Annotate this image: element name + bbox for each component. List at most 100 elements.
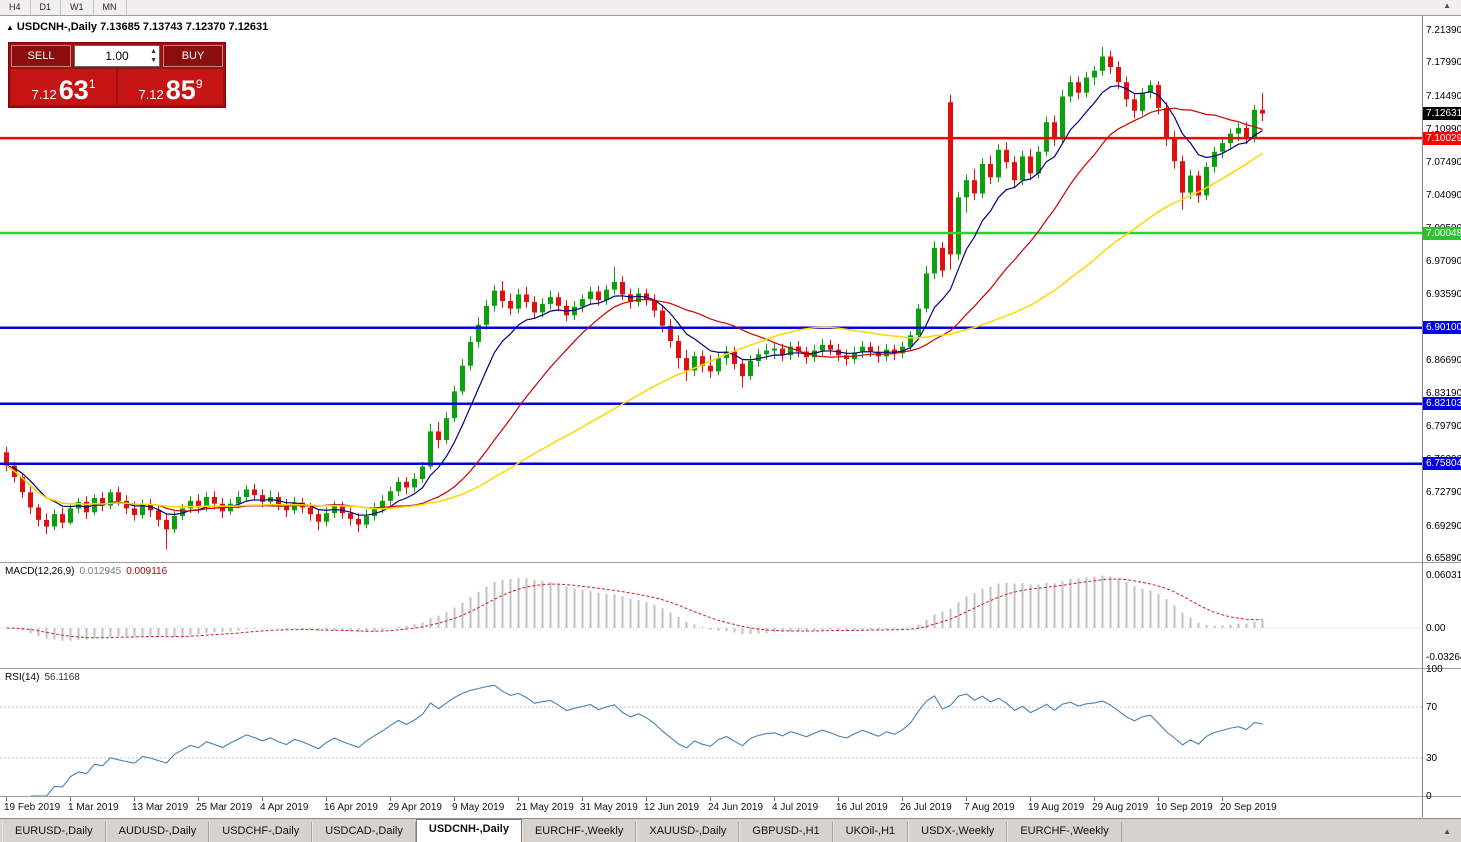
price-tick-label: 7.10990 bbox=[1426, 124, 1461, 135]
rsi-axis-label: 70 bbox=[1426, 702, 1438, 713]
macd-axis-label: 0.060317 bbox=[1426, 570, 1461, 581]
timeframe-h4-button[interactable]: H4 bbox=[0, 0, 31, 15]
hline-price-badge: 6.90100 bbox=[1423, 321, 1461, 334]
date-label: 25 Mar 2019 bbox=[196, 802, 253, 813]
buy-price-pip: 9 bbox=[195, 77, 203, 91]
time-tick bbox=[1094, 797, 1095, 801]
time-tick bbox=[838, 797, 839, 801]
chart-tab-xauusd-daily[interactable]: XAUUSD-,Daily bbox=[636, 822, 740, 842]
volume-down-icon[interactable]: ▼ bbox=[150, 57, 157, 64]
timeframe-w1-button[interactable]: W1 bbox=[61, 0, 94, 15]
timeframe-mn-button[interactable]: MN bbox=[94, 0, 127, 15]
rsi-axis-label: 0 bbox=[1426, 791, 1432, 802]
chart-tab-gbpusd-h1[interactable]: GBPUSD-,H1 bbox=[739, 822, 833, 842]
chart-header: ▲ USDCNH-,Daily 7.13685 7.13743 7.12370 7… bbox=[6, 21, 268, 33]
time-axis[interactable]: 19 Feb 2019 1 Mar 2019 13 Mar 2019 25 Mar 2… bbox=[0, 797, 1422, 817]
toolbar-up-arrow-icon[interactable]: ▲ bbox=[1443, 1, 1451, 10]
volume-up-icon[interactable]: ▲ bbox=[150, 48, 157, 55]
time-tick bbox=[198, 797, 199, 801]
price-tick-label: 7.04090 bbox=[1426, 190, 1461, 201]
date-label: 21 May 2019 bbox=[516, 802, 574, 813]
chart-ohlc-values: 7.13685 7.13743 7.12370 7.12631 bbox=[100, 21, 269, 33]
price-tick-label: 6.83190 bbox=[1426, 388, 1461, 399]
chart-symbol-label: USDCNH-,Daily bbox=[16, 21, 97, 33]
time-tick bbox=[1222, 797, 1223, 801]
sell-price-base: 7.12 bbox=[31, 86, 57, 102]
buy-button[interactable]: BUY bbox=[163, 45, 223, 67]
timeframe-d1-button[interactable]: D1 bbox=[31, 0, 62, 15]
buy-price-base: 7.12 bbox=[138, 86, 164, 102]
one-click-trading-panel: SELL 1.00 ▲ ▼ BUY 7.12 63 1 7.12 85 9 bbox=[8, 42, 226, 108]
time-tick bbox=[902, 797, 903, 801]
date-label: 12 Jun 2019 bbox=[644, 802, 700, 813]
hline-price-badge: 6.75804 bbox=[1423, 457, 1461, 470]
symbol-up-arrow-icon: ▲ bbox=[6, 23, 14, 32]
price-axis[interactable]: 7.21390 7.17990 7.14490 7.10990 7.07490 7.040… bbox=[1422, 16, 1461, 817]
chart-tab-eurusd-daily[interactable]: EURUSD-,Daily bbox=[2, 822, 106, 842]
date-label: 26 Jul 2019 bbox=[900, 802, 952, 813]
time-tick bbox=[518, 797, 519, 801]
date-label: 16 Apr 2019 bbox=[324, 802, 378, 813]
buy-price-big: 85 bbox=[165, 75, 196, 106]
hline-price-badge: 7.00048 bbox=[1423, 227, 1461, 240]
date-label: 19 Aug 2019 bbox=[1028, 802, 1085, 813]
sell-price-pip: 1 bbox=[88, 77, 96, 91]
macd-label: MACD(12,26,9) 0.012945 0.009116 bbox=[5, 566, 168, 577]
time-tick bbox=[134, 797, 135, 801]
time-tick bbox=[1158, 797, 1159, 801]
current-price-badge: 7.12631 bbox=[1423, 107, 1461, 120]
macd-pane[interactable] bbox=[0, 563, 1422, 667]
macd-axis-label: 0.00 bbox=[1426, 623, 1446, 634]
price-chart-pane[interactable] bbox=[0, 16, 1422, 562]
rsi-axis-label: 100 bbox=[1426, 664, 1443, 675]
chart-tab-ukoil-h1[interactable]: UKOil-,H1 bbox=[832, 822, 909, 842]
date-label: 7 Aug 2019 bbox=[964, 802, 1015, 813]
price-tick-label: 6.86690 bbox=[1426, 355, 1461, 366]
chart-tab-usdcnh-daily[interactable]: USDCNH-,Daily bbox=[415, 819, 522, 842]
date-label: 19 Feb 2019 bbox=[4, 802, 61, 813]
price-tick-label: 7.21390 bbox=[1426, 25, 1461, 36]
date-label: 24 Jun 2019 bbox=[708, 802, 764, 813]
sell-price[interactable]: 7.12 63 1 bbox=[11, 69, 116, 105]
date-label: 29 Aug 2019 bbox=[1092, 802, 1149, 813]
price-tick-label: 7.07490 bbox=[1426, 157, 1461, 168]
time-tick bbox=[710, 797, 711, 801]
date-label: 9 May 2019 bbox=[452, 802, 505, 813]
tab-scroll-arrow-icon[interactable]: ▲ bbox=[1443, 827, 1451, 836]
chart-tab-bar: EURUSD-,Daily AUDUSD-,Daily USDCHF-,Daily U… bbox=[0, 818, 1461, 842]
rsi-axis-label: 30 bbox=[1426, 753, 1438, 764]
price-tick-label: 6.72790 bbox=[1426, 487, 1461, 498]
chart-tab-usdcad-daily[interactable]: USDCAD-,Daily bbox=[312, 822, 416, 842]
pane-separator[interactable] bbox=[0, 668, 1461, 669]
sell-button[interactable]: SELL bbox=[11, 45, 71, 67]
volume-stepper[interactable]: 1.00 ▲ ▼ bbox=[74, 45, 160, 67]
price-tick-label: 7.17990 bbox=[1426, 57, 1461, 68]
sell-price-big: 63 bbox=[58, 75, 89, 106]
date-label: 20 Sep 2019 bbox=[1220, 802, 1277, 813]
time-tick bbox=[646, 797, 647, 801]
chart-tab-eurchf-weekly[interactable]: EURCHF-,Weekly bbox=[521, 822, 637, 842]
time-tick bbox=[966, 797, 967, 801]
price-tick-label: 6.79790 bbox=[1426, 421, 1461, 432]
chart-tab-usdx-weekly[interactable]: USDX-,Weekly bbox=[908, 822, 1008, 842]
time-tick bbox=[326, 797, 327, 801]
time-tick bbox=[774, 797, 775, 801]
chart-tab-eurchf-weekly[interactable]: EURCHF-,Weekly bbox=[1007, 822, 1122, 842]
rsi-pane[interactable] bbox=[0, 669, 1422, 796]
volume-value[interactable]: 1.00 bbox=[105, 49, 129, 63]
hline-price-badge: 6.82103 bbox=[1423, 397, 1461, 410]
top-toolbar: H4 D1 W1 MN ▲ bbox=[0, 0, 1461, 16]
pane-separator[interactable] bbox=[0, 562, 1461, 563]
time-tick bbox=[6, 797, 7, 801]
buy-price[interactable]: 7.12 85 9 bbox=[118, 69, 223, 105]
date-label: 31 May 2019 bbox=[580, 802, 638, 813]
time-tick bbox=[262, 797, 263, 801]
time-tick bbox=[1030, 797, 1031, 801]
chart-tab-audusd-daily[interactable]: AUDUSD-,Daily bbox=[105, 822, 210, 842]
rsi-label: RSI(14) 56.1168 bbox=[5, 672, 80, 683]
date-label: 10 Sep 2019 bbox=[1156, 802, 1213, 813]
date-label: 16 Jul 2019 bbox=[836, 802, 888, 813]
date-label: 13 Mar 2019 bbox=[132, 802, 189, 813]
chart-tab-usdchf-daily[interactable]: USDCHF-,Daily bbox=[209, 822, 313, 842]
